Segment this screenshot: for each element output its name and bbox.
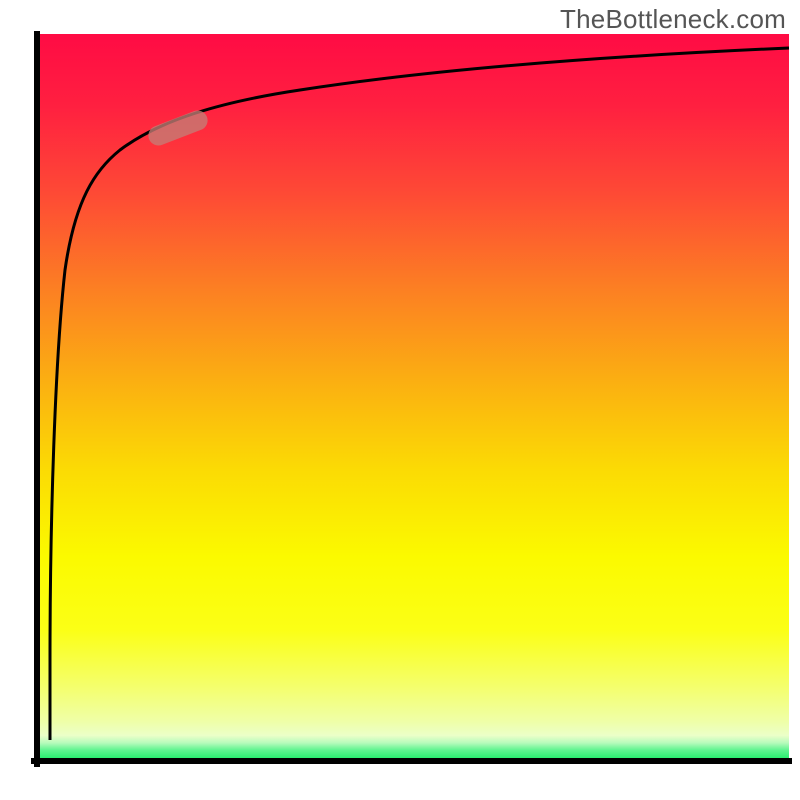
plot-background — [37, 34, 789, 761]
watermark-text: TheBottleneck.com — [560, 4, 786, 35]
chart-svg — [0, 0, 800, 800]
chart-root: TheBottleneck.com — [0, 0, 800, 800]
